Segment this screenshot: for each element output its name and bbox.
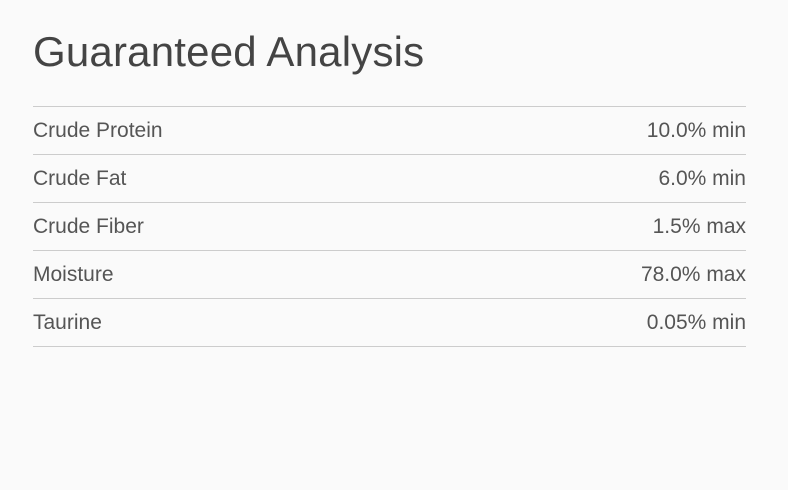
row-value: 10.0% min: [646, 118, 746, 142]
row-label: Crude Protein: [33, 118, 163, 142]
row-value: 6.0% min: [658, 166, 746, 190]
row-value: 78.0% max: [640, 262, 746, 286]
analysis-table: Crude Protein 10.0% min Crude Fat 6.0% min…: [33, 106, 746, 347]
row-value: 0.05% min: [646, 310, 746, 334]
row-label: Moisture: [33, 262, 114, 286]
table-row: Taurine 0.05% min: [33, 299, 746, 347]
table-row: Moisture 78.0% max: [33, 251, 746, 299]
row-value: 1.5% max: [652, 214, 746, 238]
page-title: Guaranteed Analysis: [33, 28, 425, 75]
row-label: Crude Fat: [33, 166, 127, 190]
row-label: Crude Fiber: [33, 214, 144, 238]
row-label: Taurine: [33, 310, 102, 334]
table-row: Crude Fiber 1.5% max: [33, 203, 746, 251]
table-row: Crude Protein 10.0% min: [33, 107, 746, 155]
table-row: Crude Fat 6.0% min: [33, 155, 746, 203]
